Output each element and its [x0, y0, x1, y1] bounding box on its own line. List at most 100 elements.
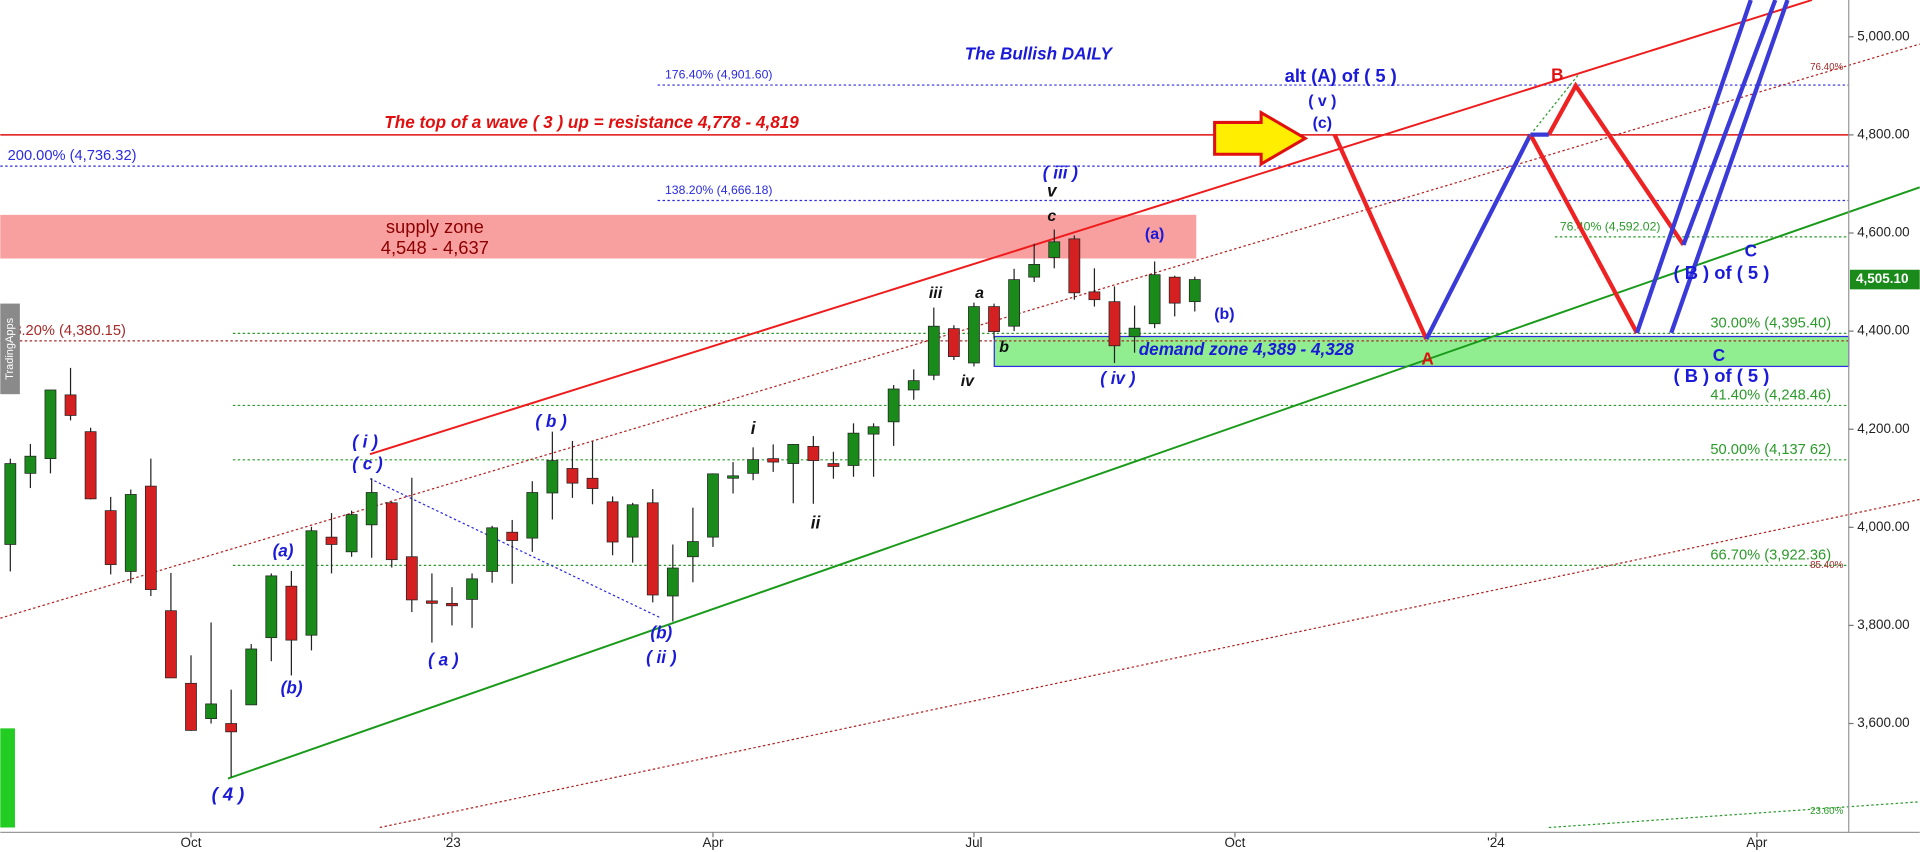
wave-label: ii [811, 512, 822, 532]
zone-range: 4,548 - 4,637 [381, 237, 489, 258]
candle-body [64, 394, 77, 416]
candle-body [707, 473, 719, 538]
candle-body [325, 536, 338, 545]
price-tag [1849, 269, 1920, 290]
level-label: 200.00% (4,736.32) [8, 148, 137, 164]
wave-label: (a) [1145, 226, 1164, 243]
candle-body [1128, 327, 1141, 337]
candle-body [767, 458, 780, 463]
candle-body [787, 444, 800, 464]
y-tick-label: 4,200.00 [1857, 421, 1909, 436]
projection-blue [1681, 0, 1778, 246]
candle-body [44, 389, 57, 460]
volume-marker [0, 728, 15, 828]
level-label: 138.20% (4,666.18) [665, 183, 772, 197]
candle-body [827, 463, 840, 467]
wave-label: ( b ) [535, 411, 567, 431]
candle-body [104, 510, 117, 565]
candle-body [687, 541, 699, 558]
wave-label: 76.40% [1810, 62, 1843, 73]
wave-label: The top of a wave ( 3 ) up = resistance … [384, 112, 799, 132]
side-tag [0, 303, 20, 395]
wave-label: (b) [1214, 306, 1234, 323]
candle-body [185, 682, 197, 731]
projections [1332, 0, 1790, 341]
price-tag-label: 4,505.10 [1856, 271, 1908, 286]
candle-body [927, 325, 940, 376]
candle-body [486, 527, 499, 572]
wave-label: alt (A) of ( 5 ) [1285, 65, 1397, 86]
x-tick-label: Apr [1746, 835, 1767, 850]
candle-body [1008, 279, 1020, 327]
wave-label: iv [961, 373, 975, 390]
y-tick-label: 4,000.00 [1857, 519, 1909, 534]
level-label: 30.00% (4,395.40) [1710, 315, 1831, 331]
y-tick-label: 3,800.00 [1857, 617, 1909, 632]
wave-label: C [1745, 241, 1757, 261]
candle-body [1068, 238, 1081, 294]
candle-body [24, 455, 37, 474]
candle-body [1048, 241, 1061, 258]
projection-red [1546, 81, 1686, 247]
candle-body [586, 477, 599, 489]
projection-blue [1669, 0, 1790, 334]
wave-label: ( ii ) [646, 647, 677, 667]
wave-label: iii [929, 285, 943, 302]
y-tick-label: 4,400.00 [1857, 323, 1909, 338]
annotations: The top of a wave ( 3 ) up = resistance … [0, 62, 1844, 817]
candle-body [265, 575, 278, 639]
projection-red [1528, 133, 1639, 334]
candle-body [225, 723, 238, 733]
wave-label: ( 4 ) [212, 784, 245, 805]
candle-body [968, 306, 980, 364]
candle-body [506, 531, 519, 541]
candle-body [847, 432, 860, 466]
wave-label: ( a ) [428, 650, 459, 670]
wave-label: ( iii ) [1043, 162, 1078, 182]
channel-mid-line [0, 43, 1920, 619]
wave-label: ( v ) [1308, 93, 1336, 110]
candle-body [245, 648, 258, 706]
side-tag-label: TradingApps [4, 317, 16, 379]
arrow [1213, 109, 1309, 167]
x-tick-label: '24 [1487, 835, 1505, 850]
projection-blue [1634, 0, 1753, 334]
wave-label: 23.60% [1810, 806, 1843, 817]
candle-body [646, 502, 659, 596]
candle-body [144, 485, 157, 590]
candle-body [948, 328, 960, 357]
candle-body [405, 556, 418, 601]
levels: 176.40% (4,901.60) 200.00% (4,736.32) 138.… [0, 67, 1849, 567]
candle-body [426, 600, 438, 604]
candle-body [124, 494, 137, 572]
x-tick-label: Apr [703, 835, 724, 850]
candle-body [165, 610, 177, 679]
x-tick-label: '23 [443, 835, 461, 850]
candle-body [727, 475, 739, 479]
level-label: 176.40% (4,901.60) [665, 67, 772, 81]
y-tick-label: 3,600.00 [1857, 715, 1909, 730]
wave-label: ( B ) of ( 5 ) [1673, 262, 1769, 283]
candle-body [1028, 264, 1041, 278]
y-tick-label: 4,600.00 [1857, 225, 1909, 240]
candle-body [345, 514, 358, 553]
wave-label: c [1047, 208, 1056, 225]
candle-body [1168, 276, 1181, 304]
candle-body [466, 578, 478, 600]
candle-body [626, 504, 639, 538]
wave-label: ( B ) of ( 5 ) [1673, 365, 1769, 386]
y-tick-label: 4,800.00 [1857, 126, 1909, 141]
candle-body [446, 602, 458, 607]
wave-label: ( iv ) [1100, 368, 1136, 388]
x-tick-label: Oct [1224, 835, 1245, 850]
wave-label: (a) [273, 541, 294, 561]
candle-body [606, 501, 619, 543]
trend-lines [0, 0, 1920, 829]
candle-body [1148, 274, 1161, 325]
candle-body [205, 703, 217, 719]
wave-label: B [1551, 64, 1563, 84]
